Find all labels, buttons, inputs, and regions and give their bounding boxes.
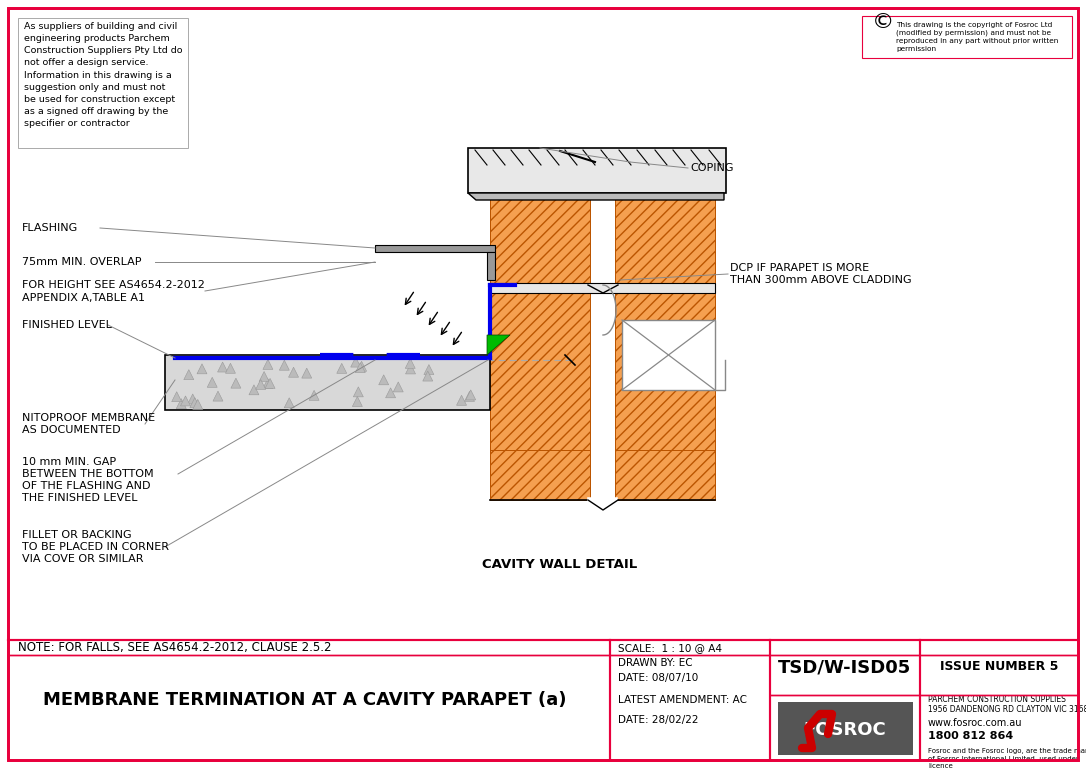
Text: NOTE: FOR FALLS, SEE AS4654.2-2012, CLAUSE 2.5.2: NOTE: FOR FALLS, SEE AS4654.2-2012, CLAU… [18,641,331,654]
Text: FILLET OR BACKING: FILLET OR BACKING [22,530,131,540]
Polygon shape [213,391,223,401]
Bar [18,18,188,148]
Polygon shape [190,398,200,408]
Text: 10 mm MIN. GAP: 10 mm MIN. GAP [22,457,116,467]
Polygon shape [487,335,510,355]
Polygon shape [289,367,299,377]
Text: ISSUE NUMBER 5: ISSUE NUMBER 5 [939,660,1058,674]
Polygon shape [386,388,395,398]
Text: www.fosroc.com.au: www.fosroc.com.au [929,718,1023,728]
Text: CAVITY WALL DETAIL: CAVITY WALL DETAIL [482,558,637,571]
Text: PARCHEM CONSTRUCTION SUPPLIES: PARCHEM CONSTRUCTION SUPPLIES [929,696,1065,704]
Polygon shape [356,361,367,371]
Bar [615,450,715,500]
Bar [490,155,590,285]
Bar [165,355,490,410]
Text: AS DOCUMENTED: AS DOCUMENTED [22,425,121,435]
Text: 1956 DANDENONG RD CLAYTON VIC 3168: 1956 DANDENONG RD CLAYTON VIC 3168 [929,706,1086,714]
Text: 75mm MIN. OVERLAP: 75mm MIN. OVERLAP [22,257,141,267]
Polygon shape [255,379,266,389]
Polygon shape [393,382,403,392]
Polygon shape [176,399,187,409]
Polygon shape [351,357,361,367]
Text: DATE: 28/02/22: DATE: 28/02/22 [618,715,698,725]
Polygon shape [184,369,193,379]
Text: VIA COVE OR SIMILAR: VIA COVE OR SIMILAR [22,554,143,564]
Bar [490,450,590,500]
Polygon shape [352,396,363,406]
Polygon shape [405,364,416,374]
Text: SCALE:  1 : 10 @ A4: SCALE: 1 : 10 @ A4 [618,643,722,653]
Bar [615,285,715,450]
Text: DCP IF PARAPET IS MORE: DCP IF PARAPET IS MORE [730,263,869,273]
Polygon shape [285,398,294,408]
Polygon shape [265,379,275,389]
Polygon shape [279,360,289,370]
Polygon shape [263,379,273,389]
Bar [490,285,590,450]
Polygon shape [188,394,198,404]
Text: NITOPROOF MEMBRANE: NITOPROOF MEMBRANE [22,413,155,423]
Text: FOSROC: FOSROC [804,721,886,739]
Polygon shape [249,385,258,395]
Text: DRAWN BY: EC: DRAWN BY: EC [618,658,693,668]
Polygon shape [180,396,190,406]
Bar [490,155,590,285]
Polygon shape [466,390,476,400]
Text: BETWEEN THE BOTTOM: BETWEEN THE BOTTOM [22,469,153,479]
Text: MEMBRANE TERMINATION AT A CAVITY PARAPET (a): MEMBRANE TERMINATION AT A CAVITY PARAPET… [43,691,567,709]
Polygon shape [468,193,724,200]
Text: THAN 300mm ABOVE CLADDING: THAN 300mm ABOVE CLADDING [730,275,911,285]
Bar [778,702,913,755]
Text: APPENDIX A,TABLE A1: APPENDIX A,TABLE A1 [22,293,146,303]
Bar [615,450,715,500]
Polygon shape [353,387,364,397]
Polygon shape [207,377,217,387]
Bar [490,285,590,450]
Polygon shape [424,365,434,375]
Text: ©: © [872,12,895,32]
Polygon shape [456,396,467,406]
Polygon shape [260,372,269,382]
Polygon shape [355,362,365,372]
Polygon shape [197,364,207,374]
Bar [622,320,715,390]
Bar [615,155,715,285]
Bar [375,245,495,252]
Text: DATE: 08/07/10: DATE: 08/07/10 [618,673,698,683]
Text: FINISHED LEVEL: FINISHED LEVEL [22,320,112,330]
Polygon shape [379,375,389,385]
Text: TSD/W-ISD05: TSD/W-ISD05 [779,658,911,676]
Polygon shape [465,392,475,402]
Text: LATEST AMENDMENT: AC: LATEST AMENDMENT: AC [618,695,747,705]
Text: As suppliers of building and civil
engineering products Parchem
Construction Sup: As suppliers of building and civil engin… [24,22,182,128]
Bar [615,285,715,450]
Polygon shape [263,359,273,369]
Text: THE FINISHED LEVEL: THE FINISHED LEVEL [22,493,138,503]
Text: Fosroc and the Fosroc logo, are the trade marks
of Fosroc International Limited,: Fosroc and the Fosroc logo, are the trad… [929,748,1086,768]
Bar [490,450,590,500]
Bar [487,252,495,280]
Text: COPING: COPING [690,163,733,173]
Polygon shape [217,362,228,372]
Polygon shape [310,390,319,400]
Polygon shape [231,378,241,388]
Polygon shape [337,363,346,373]
Text: This drawing is the copyright of Fosroc Ltd
(modified by permission) and must no: This drawing is the copyright of Fosroc … [896,22,1059,52]
Bar [490,283,715,293]
Text: TO BE PLACED IN CORNER: TO BE PLACED IN CORNER [22,542,169,552]
Polygon shape [172,392,181,402]
Bar [862,16,1072,58]
Polygon shape [405,359,415,369]
Text: FLASHING: FLASHING [22,223,78,233]
Polygon shape [422,371,432,381]
Polygon shape [192,399,203,409]
Bar [615,155,715,285]
Polygon shape [302,368,312,378]
Text: OF THE FLASHING AND: OF THE FLASHING AND [22,481,151,491]
Bar [468,148,727,193]
Polygon shape [226,363,236,373]
Text: 1800 812 864: 1800 812 864 [929,731,1013,741]
Text: FOR HEIGHT SEE AS4654.2-2012: FOR HEIGHT SEE AS4654.2-2012 [22,280,205,290]
